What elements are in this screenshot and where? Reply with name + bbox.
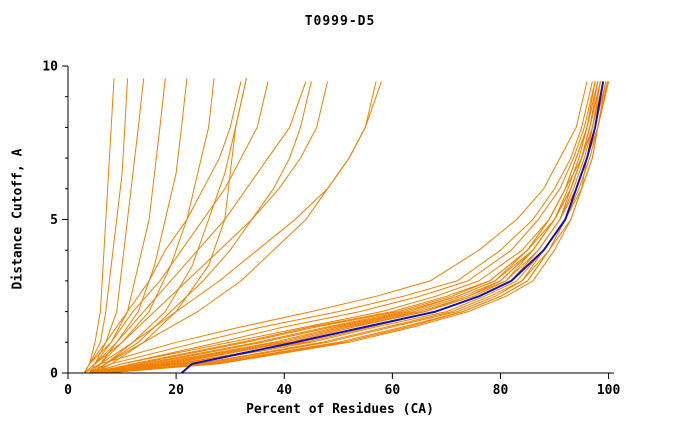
y-tick-label: 10 [42,60,58,75]
series-prediction-m3 [83,81,307,374]
series-prediction-g11 [89,81,599,374]
series-prediction-b6 [94,78,215,374]
series-prediction-m6 [89,81,377,374]
series-prediction-g3 [94,81,604,374]
series-prediction-g5 [105,81,610,374]
series-prediction-b3 [89,78,145,374]
series-prediction-g15 [105,81,608,374]
series-prediction-b4 [89,78,166,374]
series-prediction-m5 [83,81,242,374]
series-prediction-g17 [94,81,601,374]
series-prediction-g1 [94,81,604,374]
series-prediction-g14 [89,81,596,374]
series-prediction-g20 [89,81,596,374]
x-tick-label: 0 [64,383,72,398]
x-tick-label: 60 [385,383,401,398]
series-prediction-b8 [94,78,247,374]
y-tick-label: 5 [50,213,58,228]
axes [67,66,614,374]
x-tick-label: 100 [597,383,621,398]
series-prediction-m4 [83,81,269,374]
x-axis-label: Percent of Residues (CA) [246,402,434,417]
series-prediction-g16 [94,81,604,374]
x-tick-label: 40 [276,383,292,398]
series-prediction-b2 [83,78,128,374]
x-tick-label: 80 [493,383,509,398]
y-tick-label: 0 [50,367,58,382]
series-target-model [180,81,605,374]
series-prediction-m7 [89,81,312,374]
series-prediction-b5 [89,78,188,374]
series-prediction-m2 [89,81,328,374]
series-prediction-g19 [83,81,588,374]
series-prediction-b1 [83,78,115,374]
series-prediction-g18 [89,81,593,374]
x-tick-label: 20 [168,383,184,398]
chart-title: T0999-D5 [304,14,376,29]
series-prediction-b7 [94,78,247,374]
